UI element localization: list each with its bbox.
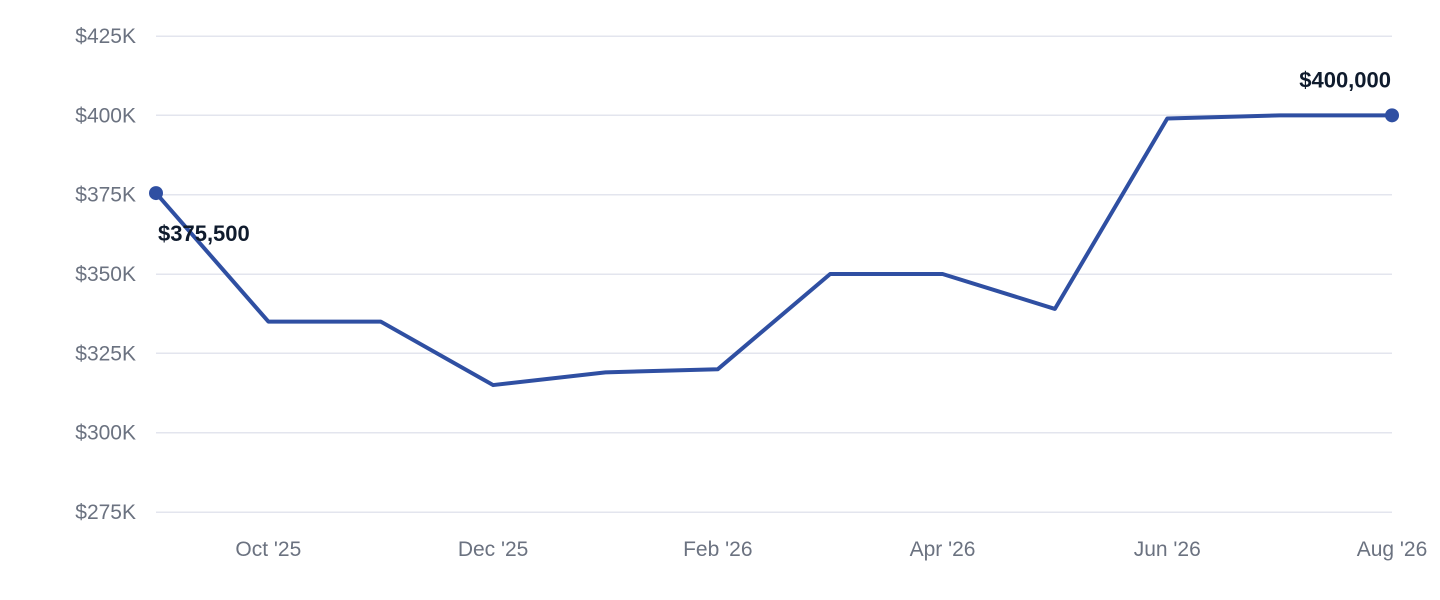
series-layer bbox=[149, 108, 1399, 388]
x-tick-label: Oct '25 bbox=[235, 538, 301, 561]
x-tick-label: Aug '26 bbox=[1357, 538, 1428, 561]
data-point-marker bbox=[1385, 108, 1399, 123]
data-label: $375,500 bbox=[158, 221, 250, 246]
x-tick-label: Apr '26 bbox=[910, 538, 976, 561]
y-axis: $425K $400K $375K $350K $325K $300K $275K bbox=[75, 25, 136, 524]
x-tick-label: Feb '26 bbox=[683, 538, 752, 561]
y-tick-label: $350K bbox=[75, 263, 136, 286]
y-tick-label: $400K bbox=[75, 104, 136, 127]
x-tick-label: Jun '26 bbox=[1134, 538, 1201, 561]
y-tick-label: $275K bbox=[75, 501, 136, 524]
data-label: $400,000 bbox=[1299, 67, 1391, 92]
y-tick-label: $375K bbox=[75, 184, 136, 207]
y-tick-label: $300K bbox=[75, 422, 136, 445]
x-axis: Oct '25 Dec '25 Feb '26 Apr '26 Jun '26 Aug '… bbox=[235, 538, 1427, 561]
y-tick-label: $325K bbox=[75, 342, 136, 365]
series-line bbox=[154, 113, 1394, 388]
data-point-marker bbox=[149, 186, 163, 201]
y-tick-label: $425K bbox=[75, 25, 136, 48]
x-tick-label: Dec '25 bbox=[458, 538, 529, 561]
grid-lines bbox=[156, 35, 1392, 513]
data-labels: $375,500 $400,000 bbox=[158, 67, 1391, 246]
